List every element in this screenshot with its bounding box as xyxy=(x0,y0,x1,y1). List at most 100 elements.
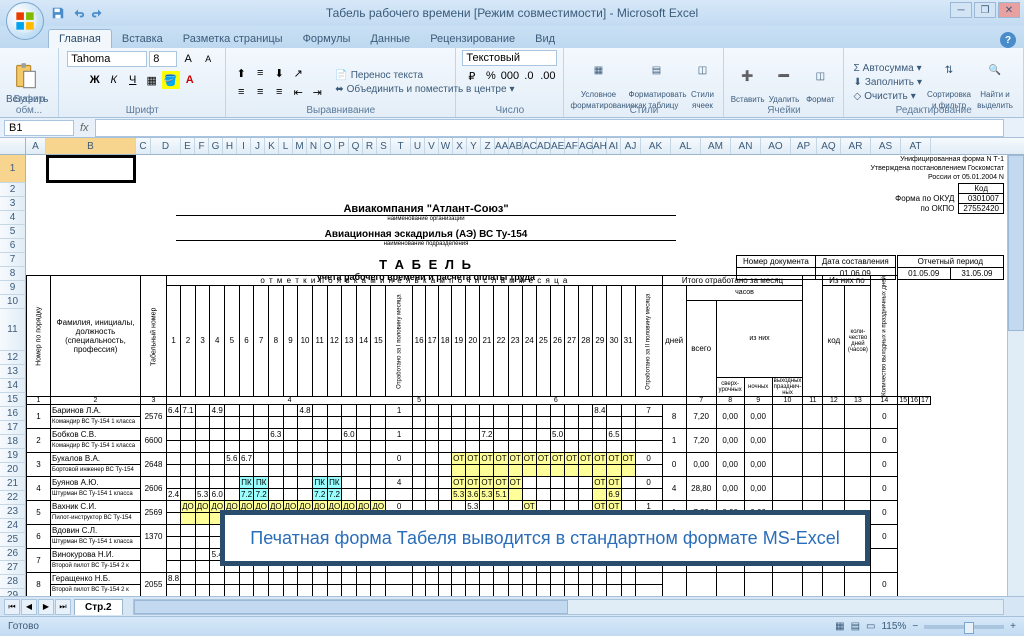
orientation-icon[interactable]: ↗ xyxy=(289,64,307,82)
col-header[interactable]: B xyxy=(46,138,136,154)
row-header[interactable]: 5 xyxy=(0,225,26,239)
zoom-slider[interactable] xyxy=(924,625,1004,629)
col-header[interactable]: O xyxy=(321,138,335,154)
qat-undo-icon[interactable] xyxy=(70,5,86,21)
col-header[interactable]: Z xyxy=(481,138,495,154)
col-header[interactable]: AN xyxy=(731,138,761,154)
tab-home[interactable]: Главная xyxy=(48,29,112,48)
col-header[interactable]: G xyxy=(209,138,223,154)
row-header[interactable]: 20 xyxy=(0,463,26,477)
col-header[interactable]: Q xyxy=(349,138,363,154)
worksheet-grid[interactable]: ABCDEFGHIJKLMNOPQRSTUVWXYZAAABACADAEAFAG… xyxy=(0,138,1024,596)
row-header[interactable]: 16 xyxy=(0,407,26,421)
col-header[interactable]: AI xyxy=(607,138,621,154)
col-header[interactable]: AD xyxy=(537,138,551,154)
bold-icon[interactable]: Ж xyxy=(86,71,104,89)
zoom-value[interactable]: 115% xyxy=(881,621,906,632)
insert-cells-button[interactable]: ➕Вставить xyxy=(730,60,764,105)
row-header[interactable]: 2 xyxy=(0,183,26,197)
align-left-icon[interactable]: ≡ xyxy=(232,83,250,101)
row-header[interactable]: 6 xyxy=(0,239,26,253)
sort-filter-button[interactable]: ⇅Сортировка и фильтр xyxy=(927,55,971,111)
qat-save-icon[interactable] xyxy=(50,5,66,21)
col-header[interactable]: K xyxy=(265,138,279,154)
row-header[interactable]: 24 xyxy=(0,519,26,533)
tab-data[interactable]: Данные xyxy=(360,30,420,48)
row-header[interactable]: 26 xyxy=(0,547,26,561)
row-header[interactable]: 19 xyxy=(0,449,26,463)
autosum-button[interactable]: Σ Автосумма ▾ xyxy=(850,62,925,75)
row-header[interactable]: 9 xyxy=(0,281,26,295)
col-header[interactable]: I xyxy=(237,138,251,154)
tab-formulas[interactable]: Формулы xyxy=(293,30,361,48)
tab-insert[interactable]: Вставка xyxy=(112,30,173,48)
col-header[interactable]: AH xyxy=(593,138,607,154)
fx-icon[interactable]: fx xyxy=(80,122,89,134)
row-header[interactable]: 28 xyxy=(0,575,26,589)
col-header[interactable]: AR xyxy=(841,138,871,154)
close-button[interactable]: ✕ xyxy=(998,2,1020,18)
col-header[interactable]: J xyxy=(251,138,265,154)
tab-view[interactable]: Вид xyxy=(525,30,565,48)
col-header[interactable]: T xyxy=(391,138,411,154)
col-header[interactable]: AM xyxy=(701,138,731,154)
row-header[interactable]: 11 xyxy=(0,309,26,351)
col-header[interactable]: U xyxy=(411,138,425,154)
col-header[interactable]: AT xyxy=(901,138,931,154)
format-table-button[interactable]: ▤Форматировать как таблицу xyxy=(628,55,684,111)
row-header[interactable]: 13 xyxy=(0,365,26,379)
row-header[interactable]: 3 xyxy=(0,197,26,211)
row-header[interactable]: 4 xyxy=(0,211,26,225)
row-header[interactable]: 22 xyxy=(0,491,26,505)
border-icon[interactable]: ▦ xyxy=(143,71,161,89)
col-header[interactable]: AB xyxy=(509,138,523,154)
tab-review[interactable]: Рецензирование xyxy=(420,30,525,48)
font-size-select[interactable] xyxy=(149,51,177,67)
col-header[interactable]: AC xyxy=(523,138,537,154)
number-format-select[interactable] xyxy=(462,50,557,66)
col-header[interactable]: M xyxy=(293,138,307,154)
col-header[interactable]: AF xyxy=(565,138,579,154)
minimize-button[interactable]: ─ xyxy=(950,2,972,18)
indent-inc-icon[interactable]: ⇥ xyxy=(308,83,326,101)
currency-icon[interactable]: ₽ xyxy=(463,67,481,85)
row-header[interactable]: 15 xyxy=(0,393,26,407)
col-header[interactable]: AO xyxy=(761,138,791,154)
col-header[interactable]: E xyxy=(181,138,195,154)
indent-dec-icon[interactable]: ⇤ xyxy=(289,83,307,101)
col-header[interactable]: AS xyxy=(871,138,901,154)
col-header[interactable]: AQ xyxy=(817,138,841,154)
align-center-icon[interactable]: ≡ xyxy=(251,83,269,101)
col-header[interactable]: R xyxy=(363,138,377,154)
row-header[interactable]: 29 xyxy=(0,589,26,596)
select-all-corner[interactable] xyxy=(0,138,26,154)
sheet-nav-last[interactable]: ⏭ xyxy=(55,599,71,615)
col-header[interactable]: AL xyxy=(671,138,701,154)
row-header[interactable]: 27 xyxy=(0,561,26,575)
col-header[interactable]: P xyxy=(335,138,349,154)
col-header[interactable]: A xyxy=(26,138,46,154)
view-break-icon[interactable]: ▭ xyxy=(866,621,875,632)
row-header[interactable]: 10 xyxy=(0,295,26,309)
align-top-icon[interactable]: ⬆ xyxy=(232,64,250,82)
col-header[interactable]: Y xyxy=(467,138,481,154)
col-header[interactable]: H xyxy=(223,138,237,154)
view-normal-icon[interactable]: ▦ xyxy=(835,621,844,632)
sheet-nav-next[interactable]: ▶ xyxy=(38,599,54,615)
underline-icon[interactable]: Ч xyxy=(124,71,142,89)
col-header[interactable]: X xyxy=(453,138,467,154)
comma-icon[interactable]: 000 xyxy=(501,67,519,85)
zoom-out-icon[interactable]: − xyxy=(912,621,918,632)
col-header[interactable]: AJ xyxy=(621,138,641,154)
col-header[interactable]: S xyxy=(377,138,391,154)
sheet-nav-prev[interactable]: ◀ xyxy=(21,599,37,615)
row-header[interactable]: 8 xyxy=(0,267,26,281)
col-header[interactable]: AE xyxy=(551,138,565,154)
dec-decimal-icon[interactable]: .00 xyxy=(539,67,557,85)
sheet-nav-first[interactable]: ⏮ xyxy=(4,599,20,615)
maximize-button[interactable]: ❐ xyxy=(974,2,996,18)
zoom-in-icon[interactable]: + xyxy=(1010,621,1016,632)
col-header[interactable]: AA xyxy=(495,138,509,154)
sheet-tab[interactable]: Стр.2 xyxy=(74,599,123,615)
row-header[interactable]: 17 xyxy=(0,421,26,435)
